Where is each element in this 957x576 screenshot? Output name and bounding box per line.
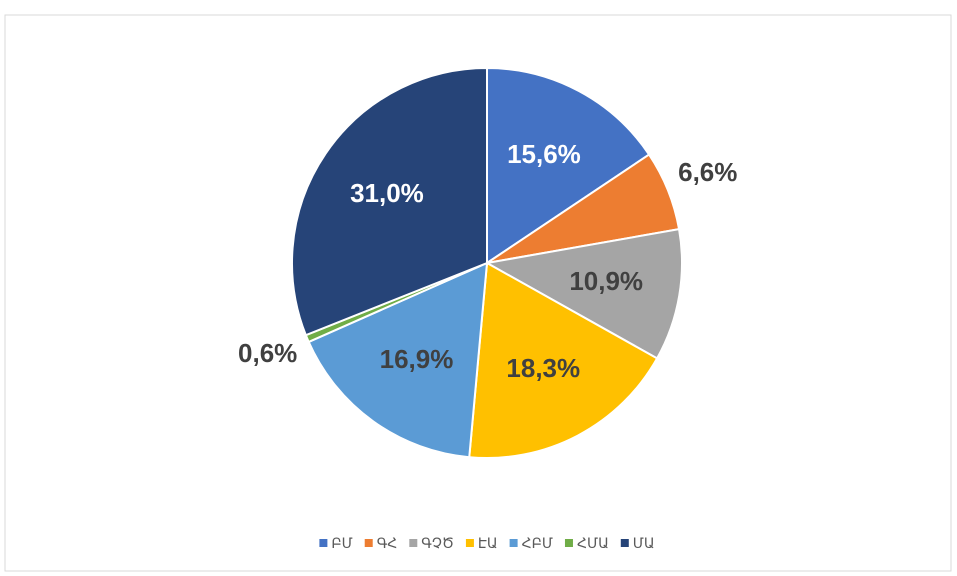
data-label: 16,9% (380, 344, 454, 374)
pie-slice (291, 66, 488, 337)
legend-label: ՀՄԱ (577, 536, 609, 552)
data-label: 31,0% (350, 178, 424, 208)
legend-swatch (319, 539, 328, 547)
data-label: 10,9% (569, 266, 643, 296)
legend-label: ԳՀ (377, 536, 398, 552)
data-label: 18,3% (506, 353, 580, 383)
pie-slice (486, 66, 651, 265)
legend-label: ԲՄ (331, 536, 352, 552)
legend-label: ՄԱ (633, 536, 655, 552)
pie-slice (307, 261, 489, 459)
data-label: 6,6% (678, 157, 737, 187)
legend-swatch (564, 539, 573, 547)
pie-slice (468, 261, 659, 459)
legend-swatch (364, 539, 373, 547)
legend-swatch (509, 539, 518, 547)
legend-label: ԷԱ (478, 536, 498, 552)
legend-swatch (465, 539, 474, 547)
pie-slice (484, 227, 683, 360)
legend-swatch (409, 539, 418, 547)
legend-label: ԳՉԾ (421, 536, 454, 552)
legend-swatch (620, 539, 629, 547)
data-label: 15,6% (507, 139, 581, 169)
data-label: 0,6% (238, 338, 297, 368)
legend-label: ՀԲՄ (522, 536, 553, 552)
